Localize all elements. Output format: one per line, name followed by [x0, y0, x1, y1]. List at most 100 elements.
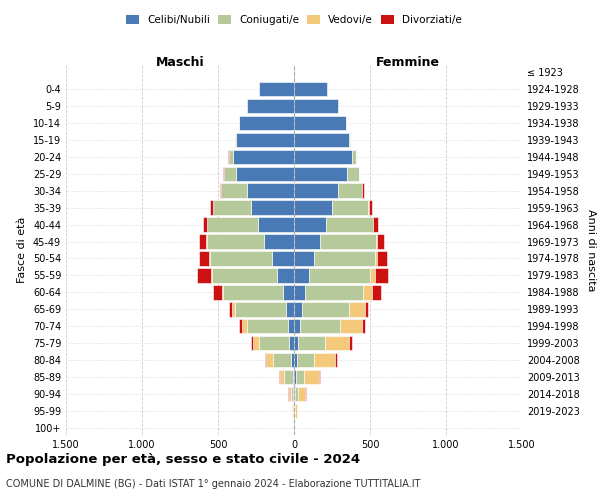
- Bar: [233, 150, 294, 164]
- Bar: [374, 268, 388, 282]
- Bar: [206, 234, 265, 248]
- Bar: [265, 234, 294, 248]
- Bar: [294, 370, 296, 384]
- Bar: [362, 319, 365, 334]
- Bar: [294, 268, 309, 282]
- Bar: [298, 336, 325, 350]
- Bar: [236, 166, 294, 181]
- Bar: [314, 353, 335, 368]
- Bar: [259, 336, 289, 350]
- Bar: [290, 387, 293, 401]
- Bar: [294, 218, 326, 232]
- Bar: [272, 252, 294, 266]
- Bar: [209, 252, 272, 266]
- Bar: [340, 319, 362, 334]
- Bar: [277, 268, 294, 282]
- Bar: [229, 150, 233, 164]
- Bar: [293, 387, 294, 401]
- Bar: [284, 370, 293, 384]
- Y-axis label: Fasce di età: Fasce di età: [17, 217, 27, 283]
- Bar: [203, 218, 207, 232]
- Bar: [370, 268, 374, 282]
- Bar: [294, 285, 305, 300]
- Bar: [295, 404, 298, 418]
- Bar: [338, 184, 362, 198]
- Bar: [319, 370, 320, 384]
- Bar: [212, 268, 277, 282]
- Bar: [302, 302, 349, 316]
- Bar: [293, 370, 294, 384]
- Bar: [326, 218, 373, 232]
- Bar: [377, 252, 388, 266]
- Bar: [376, 234, 377, 248]
- Bar: [294, 184, 338, 198]
- Bar: [374, 252, 377, 266]
- Bar: [224, 166, 236, 181]
- Bar: [208, 218, 257, 232]
- Bar: [335, 353, 337, 368]
- Bar: [294, 319, 300, 334]
- Bar: [294, 132, 349, 147]
- Bar: [279, 370, 280, 384]
- Legend: Celibi/Nubili, Coniugati/e, Vedovi/e, Divorziati/e: Celibi/Nubili, Coniugati/e, Vedovi/e, Di…: [122, 11, 466, 30]
- Bar: [294, 200, 332, 215]
- Text: Femmine: Femmine: [376, 56, 440, 68]
- Bar: [220, 184, 221, 198]
- Bar: [221, 184, 247, 198]
- Bar: [314, 252, 374, 266]
- Text: COMUNE DI DALMINE (BG) - Dati ISTAT 1° gennaio 2024 - Elaborazione TUTTITALIA.IT: COMUNE DI DALMINE (BG) - Dati ISTAT 1° g…: [6, 479, 421, 489]
- Bar: [294, 166, 347, 181]
- Bar: [211, 268, 212, 282]
- Bar: [305, 285, 363, 300]
- Bar: [199, 252, 209, 266]
- Bar: [265, 353, 266, 368]
- Bar: [257, 218, 294, 232]
- Bar: [232, 302, 235, 316]
- Bar: [283, 285, 294, 300]
- Text: Maschi: Maschi: [155, 56, 205, 68]
- Bar: [363, 285, 372, 300]
- Bar: [239, 319, 242, 334]
- Bar: [242, 319, 247, 334]
- Bar: [253, 336, 259, 350]
- Bar: [239, 116, 294, 130]
- Y-axis label: Anni di nascita: Anni di nascita: [586, 209, 596, 291]
- Bar: [199, 234, 206, 248]
- Bar: [211, 200, 214, 215]
- Bar: [289, 387, 290, 401]
- Bar: [251, 200, 294, 215]
- Bar: [294, 302, 302, 316]
- Bar: [247, 184, 294, 198]
- Bar: [223, 166, 224, 181]
- Bar: [352, 150, 356, 164]
- Bar: [296, 370, 304, 384]
- Bar: [214, 285, 222, 300]
- Bar: [280, 370, 284, 384]
- Bar: [289, 336, 294, 350]
- Bar: [349, 336, 352, 350]
- Bar: [362, 184, 364, 198]
- Bar: [332, 200, 368, 215]
- Bar: [373, 218, 378, 232]
- Bar: [304, 370, 319, 384]
- Bar: [251, 336, 253, 350]
- Bar: [349, 302, 365, 316]
- Bar: [286, 302, 294, 316]
- Bar: [349, 132, 350, 147]
- Bar: [377, 234, 385, 248]
- Bar: [309, 268, 370, 282]
- Bar: [247, 99, 294, 113]
- Bar: [292, 404, 293, 418]
- Text: Popolazione per età, sesso e stato civile - 2024: Popolazione per età, sesso e stato civil…: [6, 452, 360, 466]
- Bar: [347, 166, 359, 181]
- Bar: [294, 234, 320, 248]
- Bar: [365, 302, 368, 316]
- Bar: [294, 150, 352, 164]
- Bar: [235, 132, 236, 147]
- Bar: [300, 319, 340, 334]
- Bar: [266, 353, 273, 368]
- Bar: [247, 319, 288, 334]
- Bar: [294, 336, 298, 350]
- Bar: [325, 336, 349, 350]
- Bar: [372, 285, 380, 300]
